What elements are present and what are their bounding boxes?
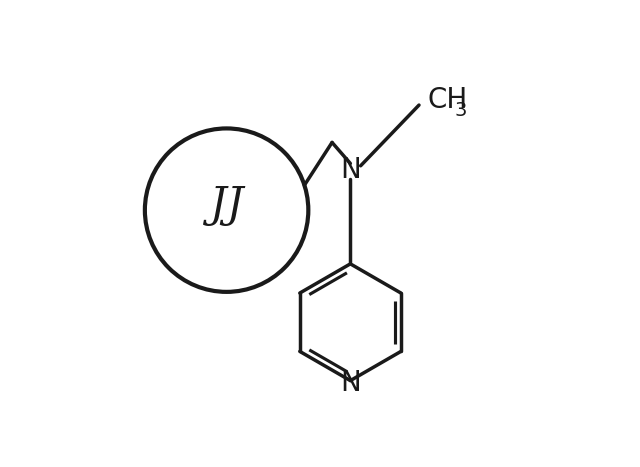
Text: CH: CH xyxy=(428,86,468,114)
Text: N: N xyxy=(340,369,361,397)
Text: N: N xyxy=(340,156,361,184)
Text: 3: 3 xyxy=(454,101,467,120)
Text: JJ: JJ xyxy=(210,184,243,226)
